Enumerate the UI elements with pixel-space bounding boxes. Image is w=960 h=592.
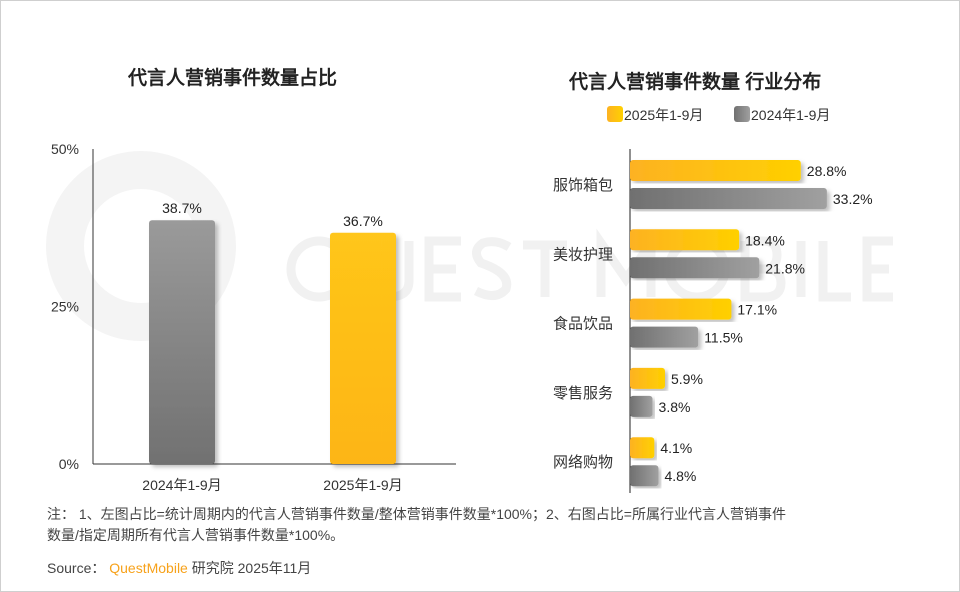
- right-category-label: 零售服务: [553, 385, 613, 402]
- left-y-tick-label: 0%: [59, 456, 79, 472]
- right-bar-data-label: 21.8%: [765, 260, 805, 276]
- right-bar: [630, 160, 801, 181]
- right-bar-data-label: 3.8%: [659, 399, 691, 415]
- brand-name: QuestMobile: [109, 560, 188, 576]
- source-text: 研究院 2025年11月: [191, 560, 312, 576]
- right-bar-data-label: 28.8%: [807, 163, 847, 179]
- left-bar-data-label: 36.7%: [343, 213, 383, 229]
- footnote-line-1: 注： 1、左图占比=统计周期内的代言人营销事件数量/整体营销事件数量*100%；…: [47, 506, 786, 522]
- right-bar: [630, 229, 740, 251]
- legend-label: 2024年1-9月: [751, 107, 830, 123]
- left-y-tick-label: 50%: [51, 141, 79, 157]
- right-bar-data-label: 33.2%: [833, 191, 873, 207]
- right-bar: [630, 437, 655, 459]
- right-bar: [630, 298, 732, 320]
- left-chart-title: 代言人营销事件数量占比: [128, 68, 338, 89]
- right-chart-title: 代言人营销事件数量 行业分布: [569, 72, 822, 93]
- left-bar: [149, 220, 215, 464]
- right-category-label: 食品饮品: [553, 316, 613, 333]
- legend-swatch: [734, 106, 750, 122]
- footnote-line-2: 数量/指定周期所有代言人营销事件数量*100%。: [47, 527, 345, 543]
- source-line: Source： QuestMobile 研究院 2025年11月: [47, 558, 311, 579]
- source-label: Source：: [47, 560, 106, 576]
- right-bar-data-label: 5.9%: [671, 371, 703, 387]
- right-bar: [630, 465, 659, 487]
- left-bar-data-label: 38.7%: [162, 200, 202, 216]
- right-bar-data-label: 18.4%: [745, 232, 785, 248]
- right-category-label: 美妆护理: [553, 246, 613, 263]
- right-bar: [630, 188, 827, 209]
- right-bar: [630, 395, 653, 417]
- left-x-tick-label: 2025年1-9月: [323, 477, 402, 493]
- right-category-label: 服饰箱包: [553, 177, 613, 194]
- right-bar-data-label: 11.5%: [704, 330, 743, 346]
- right-bar-data-label: 4.1%: [660, 440, 692, 456]
- right-category-label: 网络购物: [553, 454, 613, 471]
- right-bar: [630, 367, 665, 389]
- right-bar-data-label: 4.8%: [664, 468, 696, 484]
- left-bar: [330, 232, 396, 464]
- right-bar: [630, 326, 699, 348]
- left-y-tick-label: 25%: [51, 299, 79, 315]
- right-bar-data-label: 17.1%: [737, 302, 777, 318]
- legend-swatch: [607, 106, 623, 122]
- right-bar: [630, 257, 760, 279]
- legend-label: 2025年1-9月: [624, 107, 703, 123]
- left-x-tick-label: 2024年1-9月: [142, 477, 221, 493]
